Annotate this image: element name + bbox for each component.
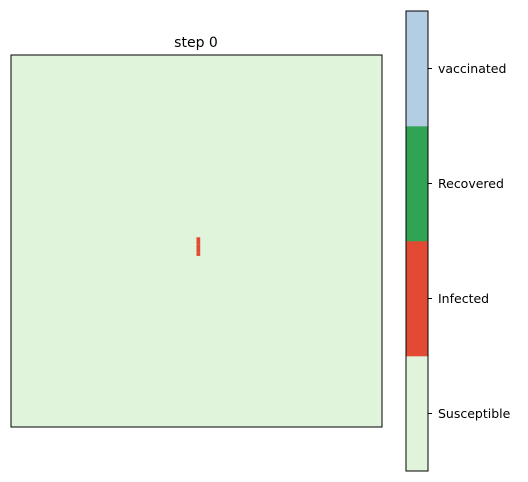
colorbar-segment-susceptible	[406, 356, 428, 472]
colorbar-label-susceptible: Susceptible	[438, 406, 511, 421]
colorbar-label-infected: Infected	[438, 291, 489, 306]
colorbar-segment-infected	[406, 241, 428, 357]
chart-title: step 0	[174, 35, 218, 51]
grid-cell-infected-1	[196, 241, 201, 245]
grid-cell-infected-2	[196, 244, 201, 249]
colorbar-label-vaccinated: vaccinated	[438, 61, 506, 76]
plot-frame	[10, 54, 383, 428]
grid-cell-infected-0	[196, 237, 201, 242]
grid-cell-infected-4	[196, 252, 201, 256]
colorbar-label-recovered: Recovered	[438, 176, 504, 191]
colorbar: Susceptible Infected Recovered vaccinated	[405, 10, 511, 472]
grid-plot	[10, 54, 383, 428]
colorbar-segment-vaccinated	[406, 11, 428, 127]
grid-cell-infected-3	[196, 248, 201, 253]
colorbar-segment-recovered	[406, 126, 428, 242]
colorbar-frame	[405, 10, 429, 472]
